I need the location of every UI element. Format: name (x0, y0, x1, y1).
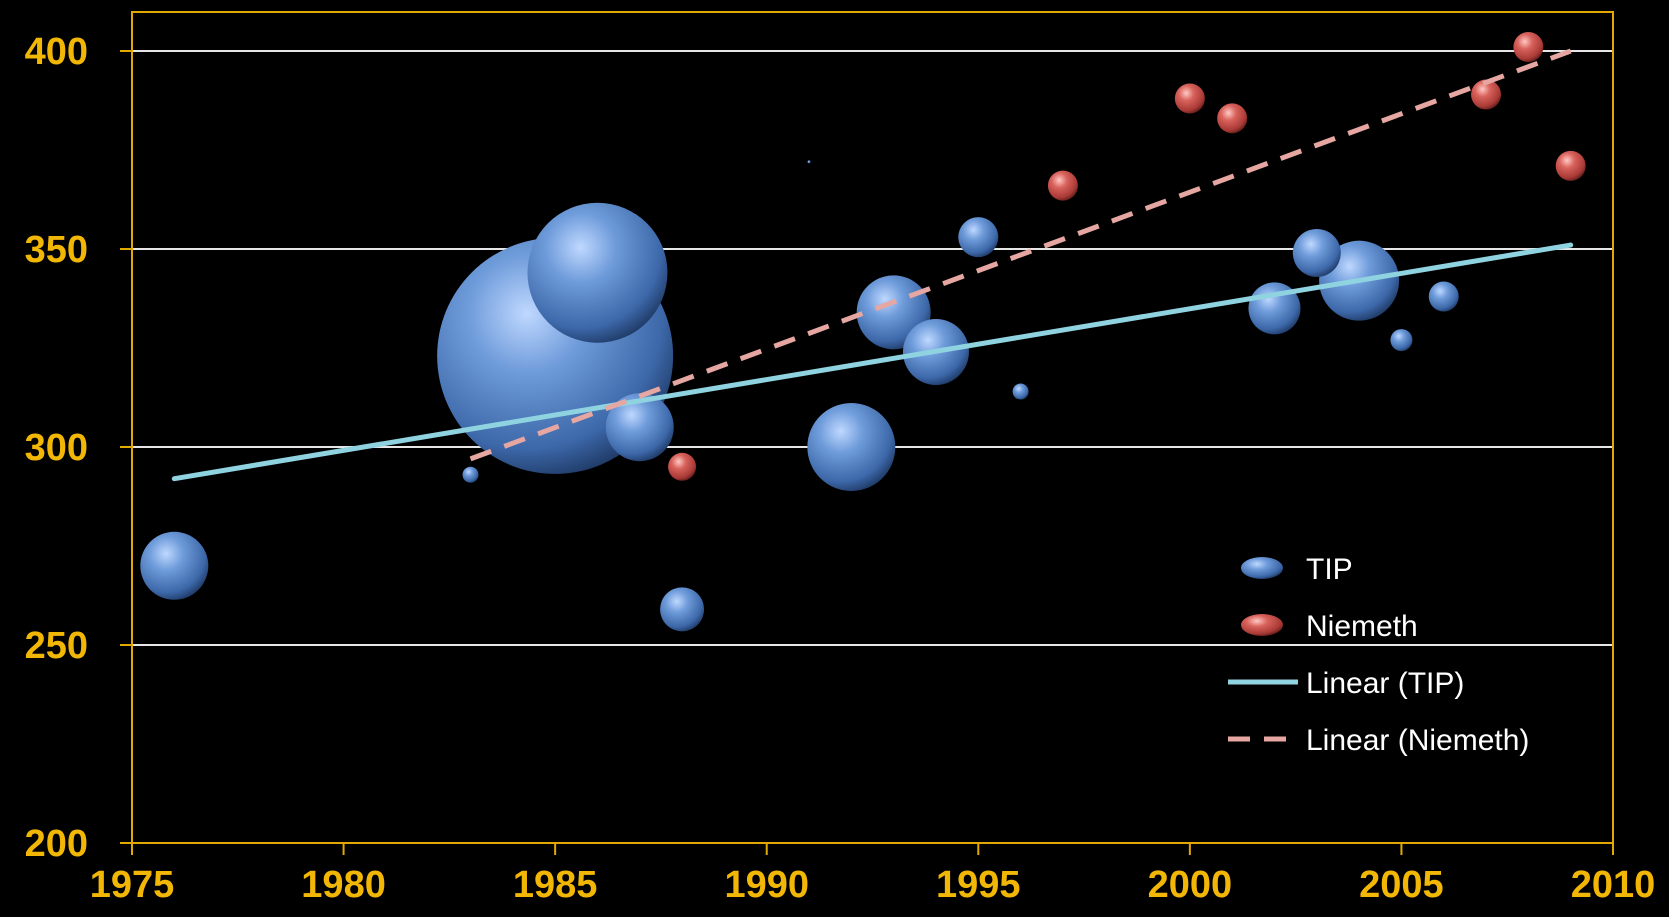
y-tick-label-350: 350 (25, 229, 88, 271)
bubble-tip-1988 (660, 587, 705, 632)
x-tick-label-1995: 1995 (936, 864, 1021, 906)
legend: TIP Niemeth Linear (TIP) Linear (Niemeth) (1228, 553, 1529, 757)
bubble-tip-1996 (1012, 383, 1029, 400)
bubble-niemeth-2001 (1217, 103, 1248, 134)
legend-marker-tip (1241, 557, 1283, 579)
x-tick-label-1980: 1980 (301, 864, 386, 906)
trendlines (171, 48, 1574, 482)
bubble-tip-2006 (1428, 281, 1459, 312)
legend-label-niemeth: Niemeth (1306, 610, 1418, 643)
bubble-tip-1995 (958, 217, 999, 258)
bubble-tip-1992 (807, 403, 896, 491)
trendline-niemeth (469, 48, 1572, 462)
plot-frame (131, 11, 1614, 844)
x-tick-label-1975: 1975 (90, 864, 175, 906)
legend-label-tip: TIP (1306, 553, 1353, 586)
x-tick-label-2010: 2010 (1571, 864, 1656, 906)
bubble-niemeth-2000 (1174, 83, 1205, 114)
bubble-niemeth-2008 (1513, 32, 1544, 63)
axes (120, 11, 1614, 855)
bubble-niemeth-2009 (1555, 150, 1586, 181)
bubble-tip-2005 (1390, 329, 1413, 352)
y-tick-label-200: 200 (25, 823, 88, 865)
x-tick-label-2000: 2000 (1148, 864, 1233, 906)
x-tick-label-1985: 1985 (513, 864, 598, 906)
trendline-tip (171, 242, 1574, 482)
bubble-tip-1987 (605, 393, 674, 462)
bubble-niemeth-1988 (668, 452, 697, 481)
legend-marker-niemeth (1241, 614, 1283, 636)
bubble-niemeth-2007 (1471, 79, 1502, 110)
bubble-niemeth-1997 (1047, 170, 1078, 201)
bubble-tip-1983 (462, 466, 479, 483)
y-tick-label-250: 250 (25, 625, 88, 667)
gridlines (132, 50, 1613, 646)
y-tick-label-300: 300 (25, 427, 88, 469)
bubble-tip-2003 (1292, 228, 1341, 277)
y-tick-label-400: 400 (25, 31, 88, 73)
legend-label-linear-tip: Linear (TIP) (1306, 667, 1464, 700)
bubble-tip-1976 (140, 531, 209, 600)
x-tick-label-1990: 1990 (724, 864, 809, 906)
bubbles (140, 32, 1586, 632)
tick-labels: 1975 1980 1985 1990 1995 2000 2005 2010 200 250 30… (25, 31, 1656, 906)
bubble-tip-1991 (807, 160, 811, 164)
bubble-tip-1986 (527, 202, 668, 343)
x-tick-label-2005: 2005 (1359, 864, 1444, 906)
legend-label-linear-niemeth: Linear (Niemeth) (1306, 724, 1529, 757)
